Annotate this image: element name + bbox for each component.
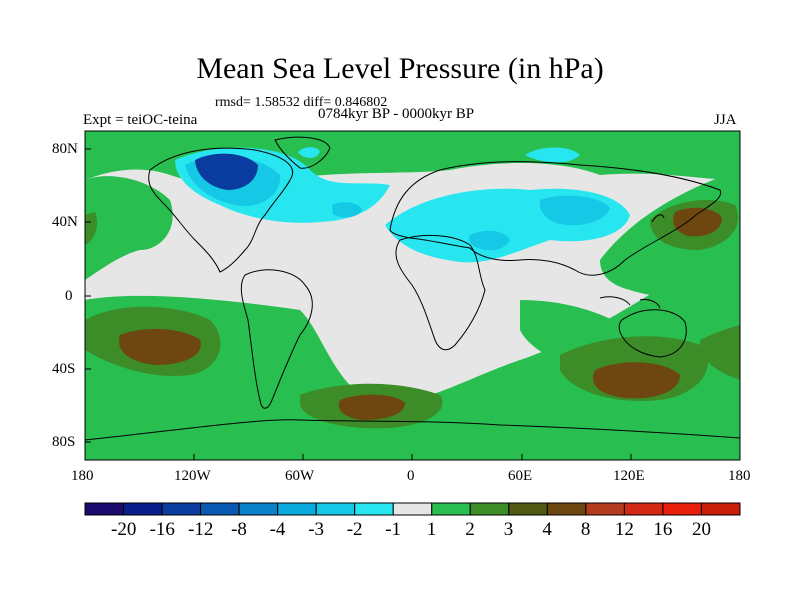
cyan-zone-arctic-east xyxy=(525,147,580,163)
olive-zone-southeast-pacific xyxy=(700,325,740,380)
colorbar-box xyxy=(662,502,702,516)
lat-tick-label: 40N xyxy=(52,214,78,230)
brown-core-south-pacific xyxy=(119,328,201,365)
lat-tick-label: 0 xyxy=(65,288,73,304)
colorbar-box xyxy=(200,502,240,516)
map-title: Mean Sea Level Pressure (in hPa) xyxy=(196,52,604,85)
colorbar-label: -12 xyxy=(188,519,214,540)
lon-tick-label: 60W xyxy=(285,468,315,484)
coastline-eurasia xyxy=(389,161,722,276)
brown-core-north-pacific xyxy=(673,207,722,237)
colorbar-box xyxy=(84,502,125,516)
colorbar-box xyxy=(277,502,317,516)
brown-core-south-indian xyxy=(593,362,680,399)
blue-zone-atlantic-core xyxy=(332,202,362,218)
coastline-japan xyxy=(651,214,665,223)
colorbar-label: 8 xyxy=(580,519,591,540)
lon-tick-label: 180 xyxy=(71,468,94,484)
colorbar xyxy=(84,502,741,516)
colorbar-label: 20 xyxy=(692,519,711,540)
lat-tick-label: 40S xyxy=(52,361,76,377)
season-label: JJA xyxy=(714,112,737,128)
colorbar-label: 12 xyxy=(614,519,634,540)
coastline-australia xyxy=(618,309,687,358)
colorbar-box xyxy=(238,502,279,516)
axis-ticks xyxy=(84,148,741,460)
olive-zone-north-pacific-east xyxy=(85,212,97,245)
pressure-field xyxy=(85,131,740,460)
period-label: 0784kyr BP - 0000kyr BP xyxy=(318,106,475,122)
colorbar-box xyxy=(431,502,471,516)
colorbar-label: 1 xyxy=(426,519,437,540)
colorbar-box xyxy=(392,502,433,516)
lon-tick-label: 0 xyxy=(407,468,415,484)
lon-tick-label: 120W xyxy=(174,468,211,484)
colorbar-label: -1 xyxy=(385,519,402,540)
colorbar-label: 2 xyxy=(465,519,475,540)
lat-tick-label: 80N xyxy=(52,141,78,157)
green-zone-pacific-south xyxy=(85,240,740,460)
coastline-greenland xyxy=(274,136,331,169)
colorbar-box xyxy=(546,502,587,516)
colorbar-box xyxy=(354,502,394,516)
cyan-zone-iceland xyxy=(298,147,320,158)
colorbar-label: 4 xyxy=(542,519,552,540)
colorbar-box xyxy=(508,502,548,516)
coastline-indonesia xyxy=(599,296,661,309)
colorbar-box xyxy=(123,502,163,516)
colorbar-label: -20 xyxy=(111,519,137,540)
colorbar-box xyxy=(623,502,664,516)
colorbar-label: -8 xyxy=(231,519,247,540)
rmsd-diff-stats: rmsd= 1.58532 diff= 0.846802 xyxy=(215,95,388,110)
colorbar-box xyxy=(469,502,510,516)
coastline-antarctica xyxy=(85,419,740,441)
lon-tick-label: 120E xyxy=(613,468,645,484)
blue-zone-eurasia-core xyxy=(539,195,610,226)
lon-tick-label: 60E xyxy=(508,468,533,484)
colorbar-box xyxy=(315,502,356,516)
colorbar-label: -3 xyxy=(308,519,325,540)
green-zone-east-pacific xyxy=(85,176,173,280)
lat-tick-label: 80S xyxy=(52,434,76,450)
brown-core-south-atlantic xyxy=(338,394,405,420)
colorbar-label: -16 xyxy=(149,519,175,540)
lon-tick-label: 180 xyxy=(728,468,751,484)
coastlines xyxy=(85,136,740,441)
colorbar-box xyxy=(700,502,741,516)
colorbar-label: 3 xyxy=(503,519,514,540)
coastline-africa xyxy=(395,235,486,351)
coastline-south-america xyxy=(240,269,313,409)
colorbar-label: 16 xyxy=(653,519,673,540)
blue-zone-middle-east xyxy=(468,230,510,251)
darkblue-core-canada xyxy=(195,153,258,190)
colorbar-box xyxy=(585,502,625,516)
experiment-label: Expt = teiOC-teina xyxy=(83,112,198,128)
colorbar-label: -4 xyxy=(269,519,286,540)
coastline-north-america xyxy=(148,147,293,273)
colorbar-box xyxy=(161,502,202,516)
colorbar-label: -2 xyxy=(346,519,363,540)
